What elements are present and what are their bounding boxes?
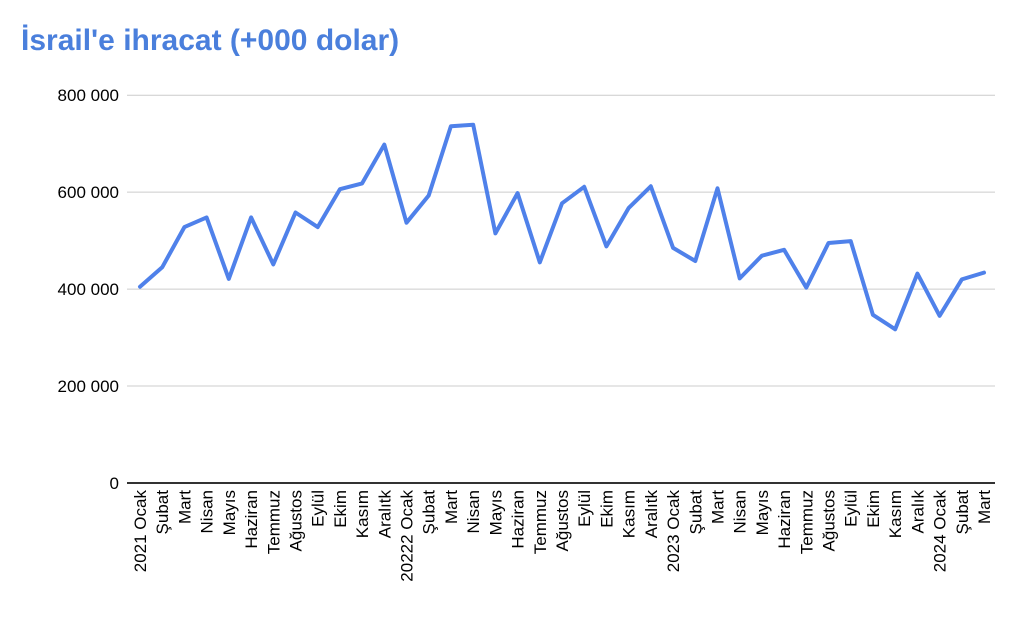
x-tick-label: Aralık [908, 490, 927, 534]
x-tick-label: Eylül [575, 490, 594, 527]
x-tick-label: Nisan [731, 490, 750, 533]
x-tick-label: Mayıs [220, 490, 239, 535]
x-tick-label: Mayıs [753, 490, 772, 535]
chart-title: İsrail'e ihracat (+000 dolar) [21, 24, 400, 57]
x-tick-label: Nisan [464, 490, 483, 533]
x-tick-label: Haziran [775, 490, 794, 549]
y-tick-label: 800 000 [58, 86, 119, 105]
x-tick-label: Şubat [686, 490, 705, 535]
x-tick-label: Şubat [953, 490, 972, 535]
x-tick-label: Kasım [353, 490, 372, 538]
y-tick-label: 600 000 [58, 183, 119, 202]
x-tick-label: Mart [975, 490, 994, 524]
x-tick-label: Mart [708, 490, 727, 524]
x-tick-label: 20222 Ocak [398, 490, 417, 582]
x-tick-label: Ekim [331, 490, 350, 528]
x-tick-label: Eylül [309, 490, 328, 527]
x-tick-label: Ağustos [553, 490, 572, 551]
x-tick-label: Temmuz [264, 490, 283, 554]
x-tick-label: Mayıs [486, 490, 505, 535]
x-tick-label: Şubat [420, 490, 439, 535]
x-tick-label: Temmuz [531, 490, 550, 554]
x-tick-label: 2023 Ocak [664, 490, 683, 573]
y-tick-label: 0 [110, 474, 119, 493]
x-tick-label: 2021 Ocak [131, 490, 150, 573]
y-tick-label: 400 000 [58, 280, 119, 299]
x-tick-label: Aralıtk [642, 490, 661, 539]
x-tick-label: Haziran [242, 490, 261, 549]
x-tick-label: Temmuz [797, 490, 816, 554]
x-tick-label: Şubat [153, 490, 172, 535]
x-tick-label: Kasım [886, 490, 905, 538]
x-tick-label: Mart [175, 490, 194, 524]
x-tick-label: Haziran [509, 490, 528, 549]
y-tick-label: 200 000 [58, 377, 119, 396]
x-tick-label: Ekim [597, 490, 616, 528]
x-tick-label: Ağustos [286, 490, 305, 551]
x-tick-label: Aralıtk [375, 490, 394, 539]
x-tick-label: Ağustos [820, 490, 839, 551]
data-line-series [138, 122, 986, 332]
x-tick-label: Ekim [864, 490, 883, 528]
x-tick-label: Kasım [620, 490, 639, 538]
x-tick-label: 2024 Ocak [931, 490, 950, 573]
x-tick-label: Mart [442, 490, 461, 524]
x-tick-label: Eylül [842, 490, 861, 527]
x-tick-label: Nisan [198, 490, 217, 533]
